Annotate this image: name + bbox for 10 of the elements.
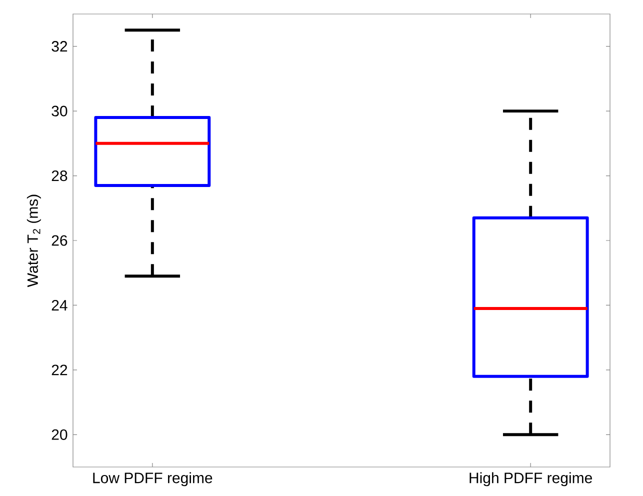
y-tick-label: 20 [52,429,68,440]
y-tick-label: 30 [52,106,68,116]
x-tick-label: Low PDFF regime [93,472,212,486]
y-axis-title: Water T$_{2}$ (ms) [26,194,41,288]
y-tick-label: 28 [52,170,68,182]
y-tick-label: 26 [52,235,68,246]
x-tick-label: High PDFF regime [470,472,592,486]
y-tick-label: 22 [52,364,68,376]
y-tick-label: 24 [52,300,68,310]
y-tick-label: 32 [52,41,68,52]
